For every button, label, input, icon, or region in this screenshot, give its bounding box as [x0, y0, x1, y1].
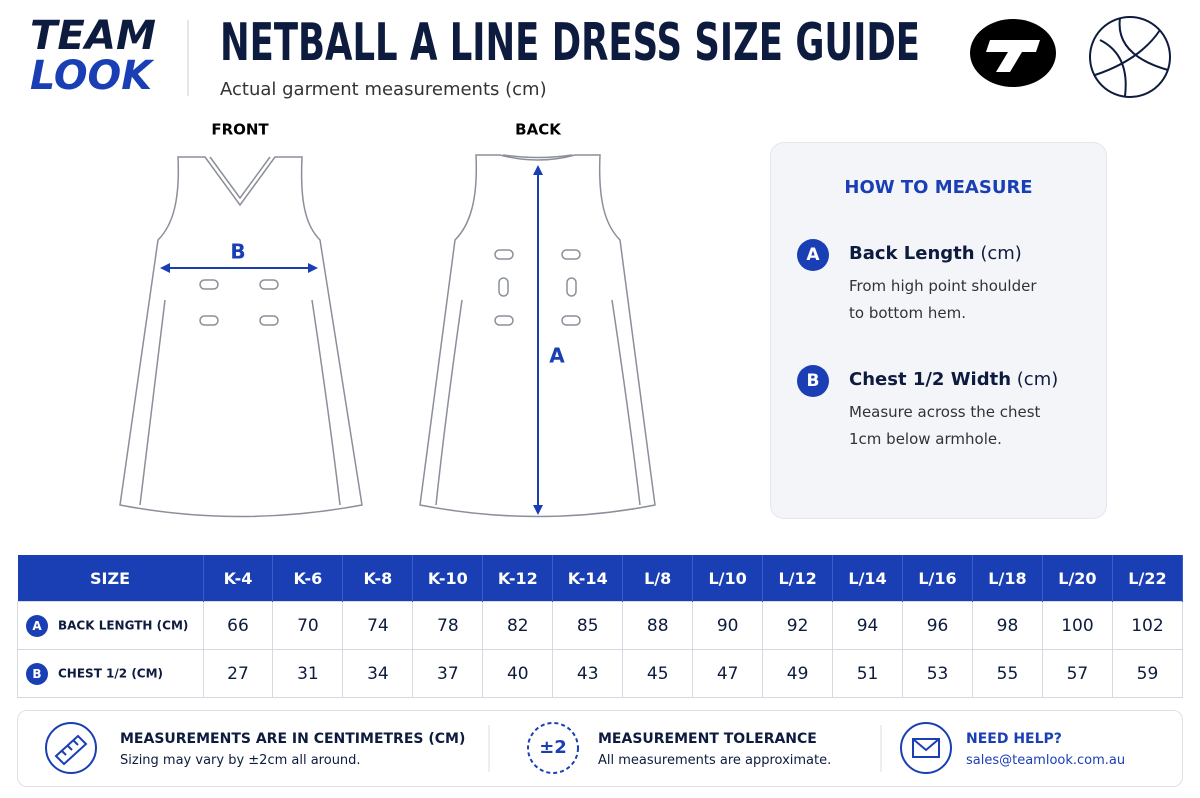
cell: 94	[832, 601, 904, 650]
header-cell: SIZE	[17, 555, 204, 602]
footer: ±2 MEASUREMENTS ARE IN CENTIMETRES (CM) S…	[17, 710, 1183, 787]
footer-title: MEASUREMENTS ARE IN CENTIMETRES (CM)	[120, 731, 466, 747]
how-title: HOW TO MEASURE	[844, 177, 1033, 198]
cell: 47	[692, 649, 764, 698]
header-cell: K-8	[342, 555, 414, 602]
row-label: B CHEST 1/2 (CM)	[17, 649, 204, 698]
row-name: CHEST 1/2 (CM)	[58, 666, 164, 680]
header-cell: L/12	[762, 555, 834, 602]
table-row: A BACK LENGTH (CM) 66 70 74 78 82 85 88 90 92 94 96 9…	[17, 601, 1184, 650]
front-dress	[119, 156, 363, 518]
cell: 102	[1111, 601, 1184, 650]
cell: 37	[412, 649, 484, 698]
header-cell: L/8	[622, 555, 694, 602]
badge: B	[797, 365, 829, 397]
cell: 57	[1041, 649, 1113, 698]
header-cell: L/22	[1112, 555, 1184, 602]
cell: 92	[762, 601, 834, 650]
footer-title: NEED HELP?	[966, 731, 1062, 747]
item-unit: (cm)	[1016, 369, 1059, 390]
header-cell: K-14	[552, 555, 624, 602]
item-name: Back Length	[849, 243, 975, 264]
cell: 43	[552, 649, 624, 698]
cell: 31	[272, 649, 344, 698]
brand-icon-t	[986, 40, 1040, 72]
subtitle: Actual garment measurements (cm)	[220, 79, 547, 100]
length-arrow	[533, 165, 543, 515]
cell: 27	[202, 649, 274, 698]
cell: 78	[412, 601, 484, 650]
cell: 66	[202, 601, 274, 650]
header-cell: K-10	[412, 555, 484, 602]
row-badge: B	[26, 662, 48, 685]
netball-icon	[1089, 16, 1171, 98]
cell: 49	[762, 649, 834, 698]
footer-icons	[45, 722, 952, 774]
cell: 90	[692, 601, 764, 650]
footer-item: NEED HELP? sales@teamlook.com.au	[966, 731, 1125, 768]
header-cell: K-6	[272, 555, 344, 602]
footer-item: MEASUREMENT TOLERANCE All measurements ar…	[598, 731, 831, 768]
header-cell: L/14	[832, 555, 904, 602]
row-name: BACK LENGTH (CM)	[58, 618, 189, 632]
cell: 59	[1111, 649, 1184, 698]
logo-bottom: LOOK	[30, 53, 155, 99]
marker-b: B	[230, 240, 245, 264]
cell: 82	[482, 601, 554, 650]
cell: 88	[622, 601, 694, 650]
header-cell: K-4	[203, 555, 274, 602]
tolerance-icon: ±2	[539, 737, 567, 758]
badge: A	[797, 239, 829, 271]
footer-text: All measurements are approximate.	[598, 753, 832, 768]
header-cell: L/18	[972, 555, 1043, 602]
footer-item: MEASUREMENTS ARE IN CENTIMETRES (CM) Sizi…	[120, 731, 465, 768]
header-cell: K-12	[482, 555, 554, 602]
cell: 70	[272, 601, 344, 650]
item-name: Chest 1/2 Width	[849, 369, 1012, 390]
cell: 51	[832, 649, 904, 698]
header-row: SIZE K-4 K-6 K-8 K-10 K-12 K-14 L/8 L/10 L/12 L/14…	[17, 555, 1184, 602]
cell: 74	[342, 601, 414, 650]
item-line: to bottom hem.	[849, 304, 966, 322]
back-label: BACK	[515, 121, 562, 139]
cell: 55	[971, 649, 1043, 698]
header-cell: L/20	[1042, 555, 1113, 602]
cell: 45	[622, 649, 694, 698]
cell: 40	[482, 649, 554, 698]
how-to-measure: HOW TO MEASURE A Back Length (cm) From hig…	[770, 142, 1107, 519]
item-heading: Chest 1/2 Width (cm)	[849, 369, 1058, 390]
table-row: B CHEST 1/2 (CM) 27 31 34 37 40 43 45 47 49 51 53 55 5…	[17, 649, 1184, 698]
header-cell: L/10	[692, 555, 764, 602]
item-line: Measure across the chest	[849, 403, 1041, 421]
row-badge: A	[26, 614, 48, 637]
cell: 98	[971, 601, 1043, 650]
cell: 100	[1041, 601, 1113, 650]
header-cell: L/16	[902, 555, 973, 602]
netball-lines	[1094, 17, 1169, 97]
title: NETBALL A LINE DRESS SIZE GUIDE	[220, 13, 920, 73]
cell: 96	[902, 601, 973, 650]
logo-top: TEAM	[30, 13, 156, 59]
item-line: 1cm below armhole.	[849, 430, 1002, 448]
cell: 85	[552, 601, 624, 650]
footer-text: Sizing may vary by ±2cm all around.	[120, 753, 361, 768]
cell: 34	[342, 649, 414, 698]
marker-a: A	[549, 344, 565, 368]
footer-title: MEASUREMENT TOLERANCE	[598, 731, 817, 747]
row-label: A BACK LENGTH (CM)	[17, 601, 204, 650]
email-link[interactable]: sales@teamlook.com.au	[966, 753, 1126, 768]
item-unit: (cm)	[980, 243, 1022, 264]
chest-arrow	[160, 263, 318, 273]
item-heading: Back Length (cm)	[849, 243, 1022, 264]
front-label: FRONT	[211, 121, 269, 139]
size-table: SIZE K-4 K-6 K-8 K-10 K-12 K-14 L/8 L/10 L/12 L/14…	[17, 555, 1184, 698]
cell: 53	[902, 649, 973, 698]
item-line: From high point shoulder	[849, 277, 1037, 295]
table-body: A BACK LENGTH (CM) 66 70 74 78 82 85 88 90 92 94 96 9…	[17, 601, 1184, 698]
